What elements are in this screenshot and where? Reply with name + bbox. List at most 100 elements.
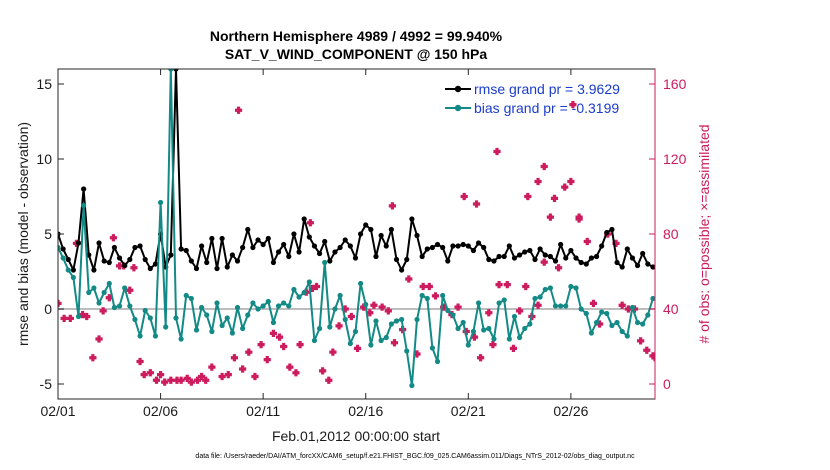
rmse-point	[122, 262, 128, 269]
x-tick-label: 02/06	[143, 403, 178, 419]
y2-tick-label: 120	[663, 151, 687, 167]
bias-point	[58, 244, 61, 251]
obs-count-marker	[193, 376, 202, 384]
bias-point	[450, 312, 456, 318]
bias-point	[640, 321, 646, 327]
bias-point	[501, 297, 507, 303]
rmse-point	[183, 247, 189, 254]
x-tick-label: 02/26	[553, 403, 588, 419]
bias-point	[563, 303, 569, 309]
rmse-point	[255, 237, 261, 243]
rmse-point	[629, 255, 636, 261]
bias-point	[96, 300, 102, 306]
rmse-point	[204, 259, 210, 266]
bias-point	[214, 300, 220, 306]
obs-count-marker	[567, 177, 575, 186]
bias-point	[60, 255, 66, 261]
bias-point	[619, 328, 625, 335]
obs-count-marker	[126, 286, 134, 294]
bias-point	[522, 325, 528, 332]
rmse-point	[352, 255, 359, 261]
obs-count-marker	[583, 237, 591, 246]
obs-count-marker	[296, 341, 304, 349]
chart-subtitle: SAT_V_WIND_COMPONENT @ 150 hPa	[225, 46, 488, 62]
rmse-point	[558, 241, 564, 248]
obs-count-marker	[60, 314, 68, 322]
obs-count-marker	[485, 309, 493, 317]
obs-count-marker	[370, 301, 378, 309]
bias-point	[193, 327, 200, 333]
obs-count-marker	[257, 341, 265, 349]
bias-point	[496, 300, 502, 306]
rmse-point	[75, 240, 82, 246]
bias-point	[363, 301, 369, 308]
bias-point	[358, 280, 364, 287]
bias-point	[291, 286, 297, 293]
bias-point	[440, 292, 446, 299]
rmse-point	[440, 244, 446, 251]
obs-count-marker	[245, 348, 253, 356]
obs-count-marker	[99, 307, 107, 315]
rmse-point	[604, 229, 610, 236]
rmse-point	[547, 253, 553, 260]
rmse-point	[327, 258, 333, 264]
obs-count-marker	[152, 376, 161, 384]
bias-point	[368, 342, 374, 348]
bias-point	[460, 319, 466, 326]
rmse-point	[383, 243, 389, 249]
obs-count-marker	[540, 258, 548, 266]
legend-marker-bias	[454, 104, 462, 112]
y2-tick-label: 0	[663, 376, 671, 392]
obs-count-marker	[472, 200, 481, 208]
bias-point	[558, 303, 564, 309]
obs-count-marker	[353, 344, 362, 352]
rmse-point	[224, 264, 230, 270]
bias-point	[224, 315, 230, 321]
bias-point	[322, 259, 328, 266]
obs-count-marker	[524, 192, 532, 201]
obs-count-marker	[66, 314, 74, 322]
y-axis-label: rmse and bias (model - observation)	[15, 122, 31, 346]
bias-point	[388, 321, 394, 327]
rmse-point	[424, 246, 430, 252]
rmse-point	[455, 243, 461, 249]
rmse-point	[132, 244, 138, 251]
rmse-point	[429, 244, 436, 251]
obs-count-marker	[140, 371, 148, 379]
rmse-point	[434, 241, 441, 248]
obs-count-marker	[325, 376, 333, 384]
obs-count-marker	[489, 341, 497, 349]
rmse-point	[106, 259, 112, 266]
obs-count-marker	[637, 337, 645, 345]
rmse-point	[240, 244, 246, 251]
bias-point	[163, 324, 169, 330]
obs-count-marker	[198, 372, 206, 381]
bias-point	[352, 328, 359, 335]
rmse-point	[265, 235, 271, 242]
legend-label-rmse: rmse grand pr = 3.9629	[474, 81, 620, 97]
bias-point	[183, 292, 189, 299]
bias-point	[281, 300, 287, 306]
bias-point	[275, 303, 282, 309]
rmse-point	[152, 261, 159, 267]
bias-point	[142, 307, 148, 314]
bias-point	[86, 289, 92, 296]
obs-count-marker	[89, 354, 97, 362]
bias-point	[245, 312, 251, 318]
obs-count-marker	[413, 350, 421, 358]
rmse-point	[234, 258, 241, 264]
bias-point	[434, 358, 441, 365]
bias-point	[645, 312, 651, 318]
rmse-point	[465, 243, 471, 249]
rmse-point	[0, 248, 3, 253]
y-tick-label: 0	[44, 301, 52, 317]
obs-count-marker	[115, 262, 124, 270]
rmse-point	[91, 267, 97, 273]
rmse-point	[470, 247, 477, 254]
rmse-point	[481, 244, 487, 251]
bias-point	[311, 337, 318, 344]
bias-point	[399, 316, 405, 323]
obs-count-marker	[224, 371, 232, 379]
bias-point	[199, 304, 205, 311]
obs-count-marker	[618, 301, 626, 309]
